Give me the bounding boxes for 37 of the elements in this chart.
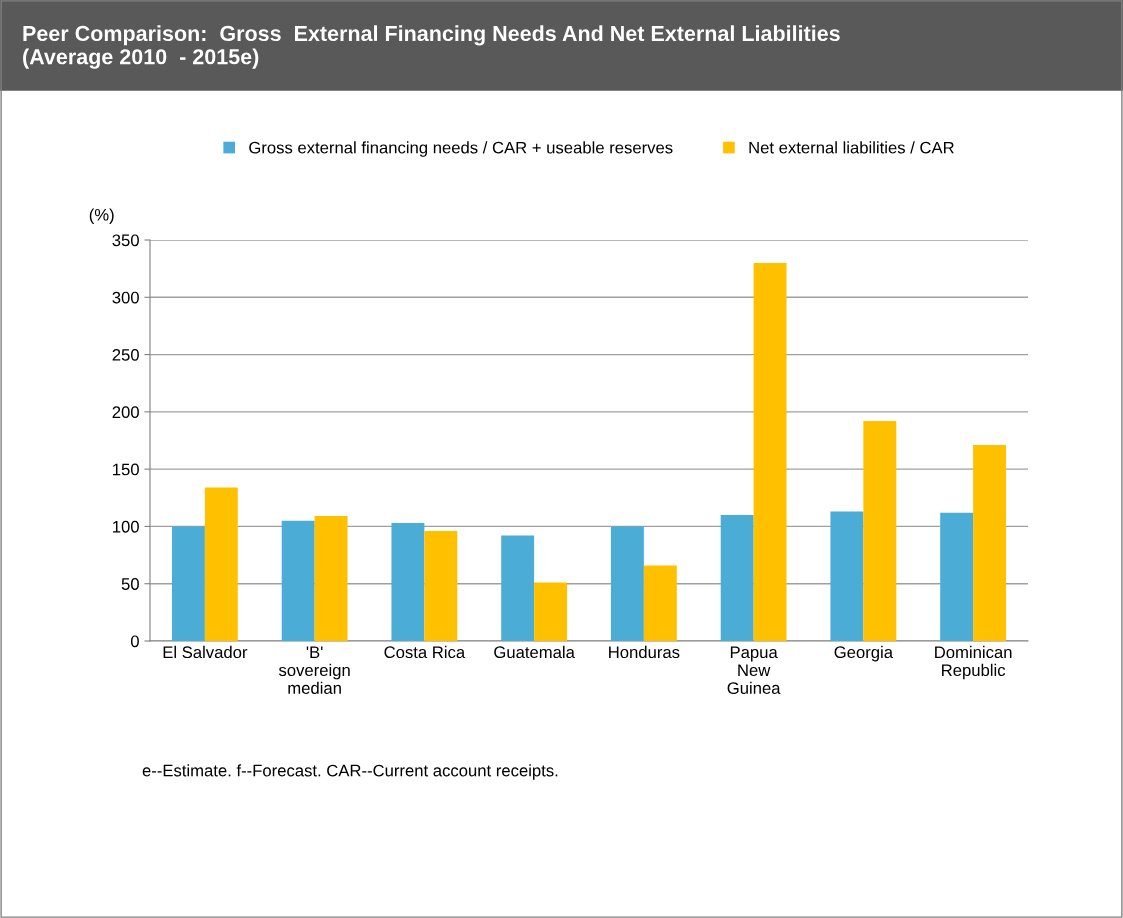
- y-axis-title: (%): [89, 208, 114, 224]
- x-tick-label: Honduras: [609, 645, 680, 659]
- y-tick-label: 250: [112, 348, 139, 361]
- bar: [534, 582, 568, 641]
- bar: [753, 262, 787, 641]
- x-tick-label: El Salvador: [163, 645, 248, 659]
- x-tick-label: Papua New Guinea: [727, 646, 781, 695]
- bar: [424, 531, 458, 641]
- bar: [610, 526, 644, 641]
- bar: [171, 526, 205, 641]
- y-tick-label: 150: [113, 463, 139, 476]
- y-tick-label: 100: [113, 520, 139, 533]
- y-tick-label: 200: [112, 406, 139, 419]
- x-tick-label: Guatemala: [494, 645, 575, 659]
- bar: [204, 487, 238, 641]
- bar: [643, 565, 677, 641]
- bar: [830, 511, 864, 641]
- y-tick-label: 50: [121, 578, 139, 590]
- text: e--Estimate. f--Forecast. CAR--Current account receipts.: [142, 764, 558, 780]
- bar: [281, 520, 315, 641]
- x-tick-label: Costa Rica: [384, 645, 466, 659]
- y-tick-label: 300: [112, 291, 139, 304]
- x-tick-label: 'B' sovereign median: [278, 646, 350, 695]
- legend-label: Net external liabilities / CAR: [749, 141, 954, 154]
- y-tick-label: 0: [130, 635, 139, 648]
- x-tick-label: Georgia: [834, 645, 894, 662]
- bar: [973, 445, 1007, 641]
- bar: [314, 516, 348, 641]
- bar: [940, 512, 974, 641]
- bar: [863, 421, 897, 641]
- bar: [720, 514, 754, 641]
- bar: [391, 522, 425, 641]
- x-tick-label: Dominican Republic: [935, 645, 1012, 680]
- chart-title: Peer Comparison: Gross External Financing Needs And Net External Liabilities (Average 2010 - 2015e): [23, 25, 840, 69]
- bar: [501, 535, 535, 641]
- legend-label: Gross external financing needs / CAR + useable reserves: [249, 141, 673, 157]
- y-tick-label: 350: [112, 234, 139, 247]
